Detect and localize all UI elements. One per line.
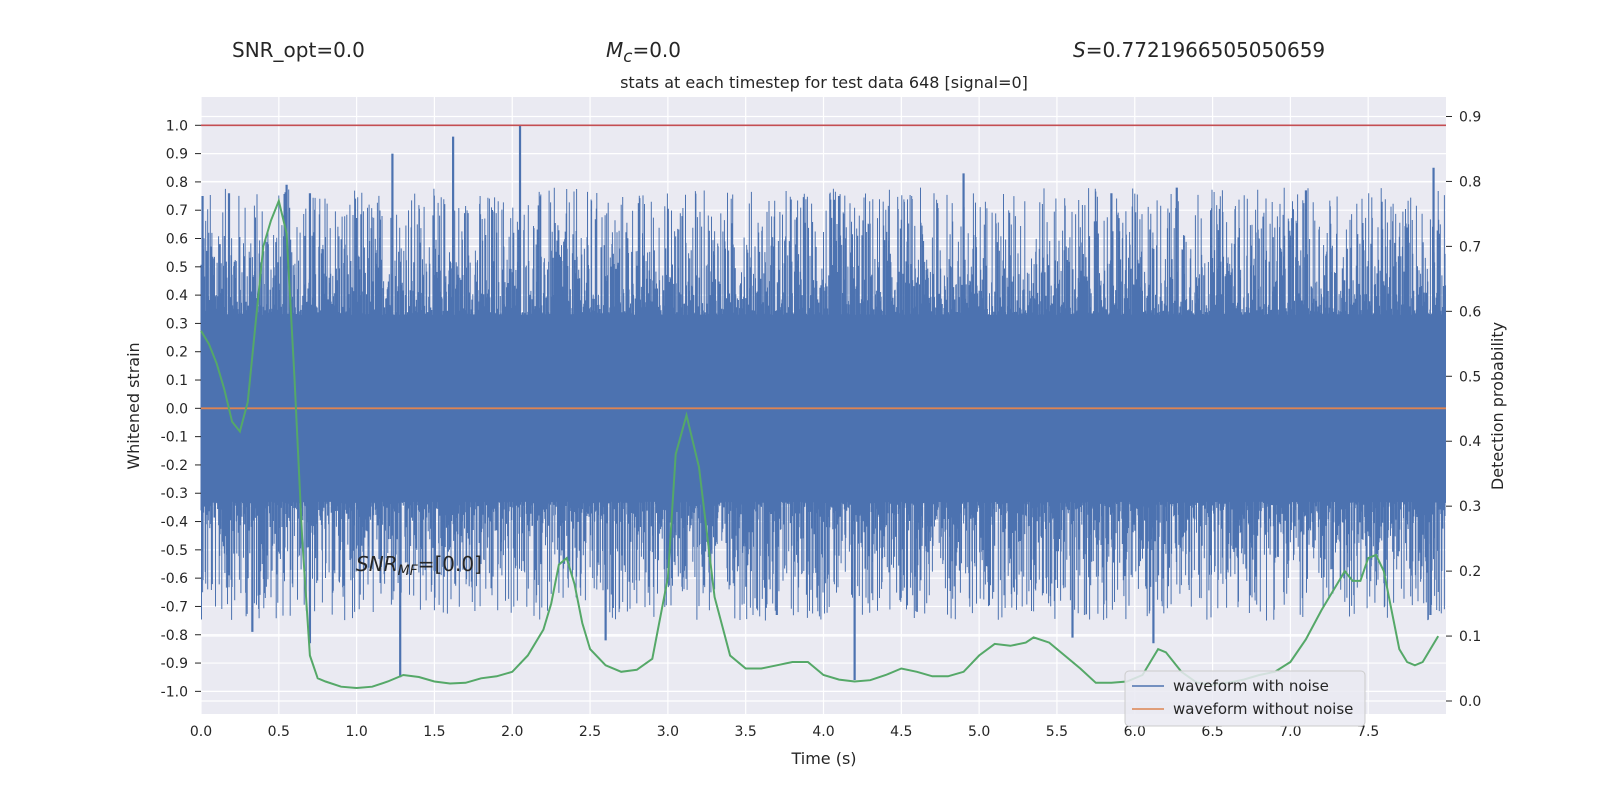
y-tick-label-left: 0.8 — [166, 175, 188, 191]
chirp-mass-label: Mc=0.0 — [606, 38, 681, 66]
y-tick-label-left: 0.7 — [166, 203, 188, 219]
x-tick-label: 4.0 — [812, 724, 834, 740]
y-tick-label-right: 0.2 — [1459, 564, 1481, 580]
legend-label-noise: waveform with noise — [1173, 677, 1329, 695]
x-tick-label: 1.0 — [345, 724, 367, 740]
chirp-mass-subscript: c — [623, 47, 633, 66]
y-tick-label-left: -0.7 — [161, 599, 188, 615]
detection-probability-series — [200, 197, 1440, 690]
y-tick-label-left: -0.1 — [161, 430, 188, 446]
y-tick-label-right: 0.5 — [1459, 369, 1481, 385]
y-tick-label-left: 0.0 — [166, 401, 188, 417]
snr-mf-annotation: SNRMF=[0.0] — [356, 552, 482, 579]
y-tick-label-left: -0.6 — [161, 571, 188, 587]
x-tick-label: 2.5 — [579, 724, 601, 740]
x-tick-label: 0.0 — [190, 724, 212, 740]
y-tick-label-left: -0.4 — [161, 515, 188, 531]
y-tick-label-left: 0.6 — [166, 232, 188, 248]
x-tick-label: 6.0 — [1124, 724, 1146, 740]
y-tick-label-right: 0.3 — [1459, 499, 1481, 515]
y-tick-label-left: 0.1 — [166, 373, 188, 389]
y-tick-label-right: 0.1 — [1459, 629, 1481, 645]
x-tick-label: 7.0 — [1279, 724, 1301, 740]
x-tick-label: 2.0 — [501, 724, 523, 740]
chart-title: stats at each timestep for test data 648… — [620, 73, 1028, 92]
score-value: =0.7721966505050659 — [1085, 38, 1326, 62]
x-tick-label: 5.5 — [1046, 724, 1068, 740]
x-tick-label: 3.0 — [657, 724, 679, 740]
y-tick-label-left: 0.3 — [166, 316, 188, 332]
y-tick-label-left: -0.8 — [161, 628, 188, 644]
snr-opt-label: SNR_opt=0.0 — [232, 38, 365, 62]
legend: waveform with noise waveform without noi… — [1124, 670, 1366, 727]
x-tick-label: 6.5 — [1201, 724, 1223, 740]
chirp-mass-value: =0.0 — [632, 38, 682, 62]
x-tick-label: 7.5 — [1357, 724, 1379, 740]
y-tick-label-left: -0.5 — [161, 543, 188, 559]
y-tick-label-right: 0.0 — [1459, 694, 1481, 710]
y-tick-label-right: 0.6 — [1459, 304, 1481, 320]
y-tick-label-left: -0.3 — [161, 486, 188, 502]
snr-mf-value: =[0.0] — [418, 552, 482, 576]
x-axis-label: Time (s) — [790, 749, 856, 768]
y-axis-label-left: Whitened strain — [124, 342, 143, 469]
y-tick-label-left: 0.2 — [166, 345, 188, 361]
x-tick-label: 0.5 — [268, 724, 290, 740]
y-tick-label-left: 1.0 — [166, 118, 188, 134]
y-tick-label-left: 0.9 — [166, 147, 188, 163]
score-symbol: S — [1073, 38, 1086, 62]
chirp-mass-symbol: M — [606, 38, 624, 62]
y-tick-label-left: 0.4 — [166, 288, 188, 304]
legend-box — [1124, 670, 1366, 727]
x-tick-label: 4.5 — [890, 724, 912, 740]
y-tick-label-right: 0.7 — [1459, 239, 1481, 255]
x-tick-label: 3.5 — [735, 724, 757, 740]
y-tick-label-right: 0.8 — [1459, 174, 1481, 190]
y-tick-label-right: 0.9 — [1459, 109, 1481, 125]
y-tick-label-left: -1.0 — [161, 684, 188, 700]
y-axis-label-right: Detection probability — [1488, 322, 1507, 490]
legend-label-clean: waveform without noise — [1173, 700, 1353, 718]
score-label: S=0.7721966505050659 — [1073, 38, 1325, 62]
x-tick-label: 5.0 — [968, 724, 990, 740]
y-tick-label-left: 0.5 — [166, 260, 188, 276]
y-tick-label-left: -0.9 — [161, 656, 188, 672]
y-tick-label-left: -0.2 — [161, 458, 188, 474]
detection-probability-line — [200, 197, 1440, 690]
x-tick-label: 1.5 — [423, 724, 445, 740]
snr-mf-sub: MF — [398, 563, 419, 579]
snr-mf-main: SNR — [356, 552, 398, 576]
y-tick-label-right: 0.4 — [1459, 434, 1481, 450]
axis-ticks: 0.0 0.5 1.0 1.5 2.0 2.5 3.0 3.5 4.0 4.5 5.0 5.5 6.0 6… — [161, 109, 1482, 740]
